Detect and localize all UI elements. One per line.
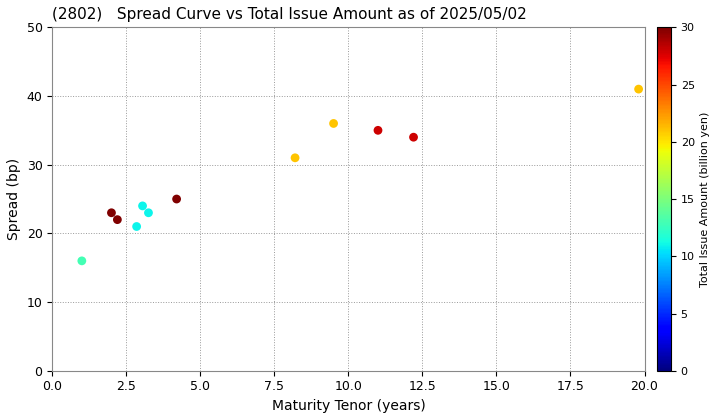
Point [408, 134, 419, 141]
Point [137, 202, 148, 209]
Point [633, 86, 644, 92]
Point [112, 216, 123, 223]
Point [171, 196, 182, 202]
Y-axis label: Spread (bp): Spread (bp) [7, 158, 21, 240]
Text: (2802)   Spread Curve vs Total Issue Amount as of 2025/05/02: (2802) Spread Curve vs Total Issue Amoun… [53, 7, 527, 22]
Point [328, 120, 339, 127]
Point [372, 127, 384, 134]
Y-axis label: Total Issue Amount (billion yen): Total Issue Amount (billion yen) [701, 111, 711, 287]
Point [106, 210, 117, 216]
Point [131, 223, 143, 230]
X-axis label: Maturity Tenor (years): Maturity Tenor (years) [271, 399, 426, 413]
Point [289, 155, 301, 161]
Point [143, 210, 154, 216]
Point [76, 257, 88, 264]
